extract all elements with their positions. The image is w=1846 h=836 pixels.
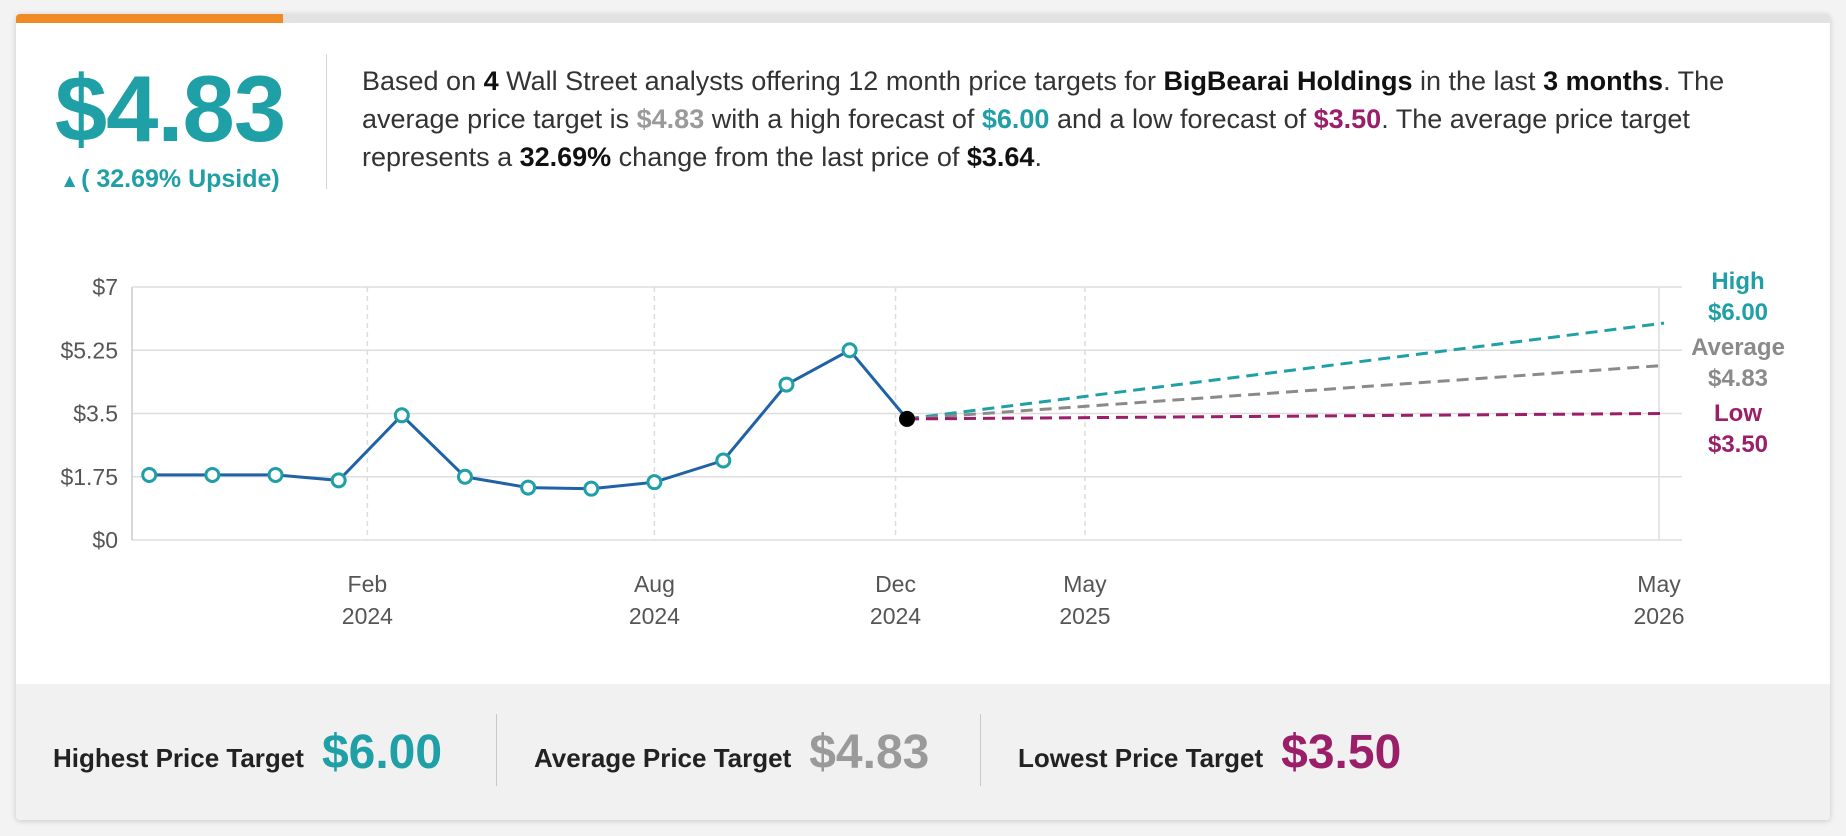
high-label-value: $6.00	[1707, 299, 1769, 326]
analyst-count: 4	[483, 66, 499, 96]
y-tick-label: $7	[92, 274, 118, 300]
lowest-label: Lowest Price Target	[1018, 742, 1264, 773]
average-label-value: $4.83	[1707, 365, 1769, 392]
period: 3 months	[1543, 66, 1664, 96]
summary-low: $3.50	[1313, 104, 1382, 134]
average-price-target: $4.83	[54, 56, 286, 161]
history-point	[841, 342, 858, 359]
up-arrow-icon: ▲	[60, 171, 80, 192]
top-progress-bar	[16, 14, 1830, 23]
x-tick-month: May	[1063, 571, 1107, 597]
x-tick-year: 2026	[1633, 603, 1684, 629]
lowest-price-target: Lowest Price Target $3.50	[1018, 684, 1401, 820]
y-tick-label: $5.25	[60, 337, 118, 363]
company-name: BigBearai Holdings	[1163, 66, 1413, 96]
summary-high: $6.00	[981, 104, 1050, 134]
history-point	[141, 466, 158, 483]
forecast-line-high	[906, 321, 1665, 421]
y-tick-label: $1.75	[60, 464, 118, 490]
history-series	[141, 342, 915, 497]
forecast-line-average	[906, 363, 1665, 421]
average-label-text: Average	[1691, 334, 1785, 361]
top-progress-accent	[16, 14, 283, 23]
current-price-point	[899, 410, 915, 427]
summary-footer: Highest Price Target $6.00 Average Price…	[16, 684, 1830, 820]
history-point	[583, 480, 600, 497]
x-axis-ticks: Feb 2024 Aug 2024 Dec 2024 May 2025 May 2026	[342, 571, 1685, 629]
high-label-text: High	[1711, 268, 1765, 295]
x-tick-year: 2024	[870, 603, 921, 629]
history-point	[204, 466, 221, 483]
footer-divider	[496, 714, 497, 786]
x-tick-year: 2025	[1059, 603, 1110, 629]
high-forecast-label: High $6.00	[1664, 266, 1812, 328]
upside-indicator: ▲( 32.69% Upside)	[42, 165, 298, 194]
summary-average: $4.83	[636, 104, 705, 134]
price-target-chart: $0 $1.75 $3.5 $5.25 $7 Feb 2024 Aug 2024 Dec 2024…	[60, 274, 1685, 629]
forecast-line-low	[906, 412, 1665, 421]
low-label-text: Low	[1714, 400, 1762, 427]
low-forecast-label: Low $3.50	[1664, 398, 1812, 460]
average-value: $4.83	[809, 725, 930, 779]
x-tick-month: Dec	[875, 571, 916, 597]
history-point	[456, 468, 473, 485]
forecast-lines	[906, 321, 1665, 421]
average-forecast-label: Average $4.83	[1664, 332, 1812, 394]
x-tick-month: Aug	[634, 571, 675, 597]
history-point	[520, 479, 537, 496]
header-divider	[326, 54, 327, 189]
history-line	[149, 348, 909, 491]
history-point	[646, 474, 663, 491]
price-target-card: $4.83 ▲( 32.69% Upside) Based on 4 Wall …	[16, 14, 1830, 820]
highest-price-target: Highest Price Target $6.00	[53, 684, 442, 820]
y-tick-label: $3.5	[73, 401, 118, 427]
summary-last-price: $3.64	[966, 142, 1035, 172]
x-tick-year: 2024	[342, 603, 393, 629]
lowest-value: $3.50	[1281, 725, 1402, 779]
history-point	[330, 472, 347, 489]
history-point	[778, 376, 795, 393]
analyst-summary: Based on 4 Wall Street analysts offering…	[362, 66, 1725, 172]
highest-value: $6.00	[321, 725, 443, 779]
average-label: Average Price Target	[534, 742, 792, 773]
y-axis-ticks: $0 $1.75 $3.5 $5.25 $7	[60, 274, 118, 553]
y-tick-label: $0	[92, 527, 118, 553]
history-point	[267, 466, 284, 483]
summary-change: 32.69%	[519, 142, 612, 172]
upside-text: ( 32.69% Upside)	[81, 165, 280, 193]
x-tick-month: May	[1637, 571, 1681, 597]
history-point	[715, 452, 732, 469]
low-label-value: $3.50	[1707, 431, 1769, 458]
average-price-target-footer: Average Price Target $4.83	[534, 684, 929, 820]
x-tick-month: Feb	[348, 571, 388, 597]
footer-divider	[980, 714, 981, 786]
highest-label: Highest Price Target	[53, 742, 304, 773]
x-tick-year: 2024	[629, 603, 680, 629]
history-point	[393, 407, 410, 424]
